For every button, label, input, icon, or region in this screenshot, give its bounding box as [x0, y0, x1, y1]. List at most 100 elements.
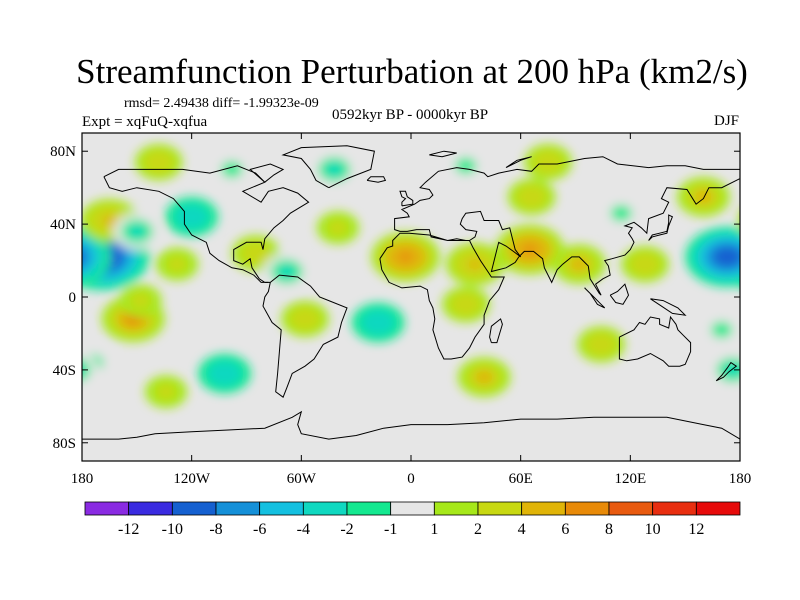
x-tick-label: 60W: [287, 471, 317, 487]
anomaly-contour: [593, 338, 610, 351]
anomaly-contour: [82, 252, 84, 261]
coastline-australia: [618, 315, 692, 367]
anomaly-center: [144, 375, 188, 409]
x-tick-label: 120W: [173, 471, 211, 487]
anomaly-contour: [738, 213, 740, 228]
anomaly-center: [577, 326, 625, 363]
stats-text: rmsd= 2.49438 diff= -1.99323e-09: [124, 96, 319, 111]
season-label: DJF: [714, 113, 739, 129]
colorbar-swatch: [346, 501, 392, 516]
anomaly-contour: [247, 247, 264, 260]
coastline-baffin: [249, 163, 285, 183]
anomaly-contour: [457, 298, 474, 311]
coastline-north-america: [103, 165, 310, 283]
coastline-indonesia: [584, 287, 606, 309]
anomaly-center: [495, 224, 565, 275]
anomaly-contour: [733, 244, 740, 270]
coastline-uk: [399, 190, 414, 207]
anomaly-contour: [82, 245, 91, 269]
x-tick-label: 0: [407, 471, 415, 487]
anomaly-contour: [753, 210, 782, 232]
colorbar-swatch: [695, 501, 741, 516]
anomaly-center: [262, 253, 311, 290]
colorbar-label: 8: [605, 521, 613, 538]
anomaly-contour: [62, 252, 76, 262]
colorbar-label: 2: [474, 521, 482, 538]
colorbar-swatch: [521, 501, 566, 516]
anomaly-center: [134, 144, 183, 181]
coastline-svalbard: [429, 150, 457, 158]
colorbar-swatch: [302, 501, 348, 516]
anomaly-contour: [455, 157, 477, 174]
anomaly-center: [316, 211, 360, 245]
x-tick-label: 60E: [509, 471, 533, 487]
coastline-borneo: [609, 283, 630, 305]
colorbar-label: -10: [162, 521, 183, 538]
anomaly-center: [62, 226, 740, 287]
anomaly-contour: [522, 244, 537, 255]
colorbar-swatch: [652, 501, 697, 516]
colorbar-label: -2: [340, 521, 353, 538]
colorbar-label: 12: [688, 521, 704, 538]
coastline-novaya-zemlya: [505, 156, 532, 169]
anomaly-contour: [297, 312, 313, 325]
colorbar-label: 6: [561, 521, 569, 538]
anomaly-contour: [327, 219, 349, 236]
anomaly-center: [599, 196, 643, 230]
colorbar: -12 -10 -8 -6 -4 -2 -1 1 2 4 6 8 10 12: [84, 501, 741, 538]
coastlines: [82, 145, 740, 440]
colorbar-label: -8: [209, 521, 222, 538]
colorbar-swatch: [433, 501, 479, 516]
anomaly-center: [524, 144, 572, 181]
anomaly-contour: [475, 370, 493, 384]
chart-title: Streamfunction Perturbation at 200 hPa (…: [76, 52, 748, 91]
x-tick-label: 180: [71, 471, 94, 487]
map-area: [62, 132, 790, 462]
x-tick-label: 120E: [614, 471, 646, 487]
colorbar-label: 4: [518, 521, 526, 538]
coastline-japan: [648, 214, 674, 241]
anomaly-center: [621, 246, 669, 283]
coastline-new-zealand: [715, 361, 738, 382]
anomaly-center: [507, 178, 556, 215]
anomaly-contour: [278, 265, 295, 278]
anomaly-center: [310, 151, 359, 188]
colorbar-swatch: [84, 501, 130, 516]
coastline-new-guinea: [650, 298, 687, 316]
anomaly-contour: [467, 258, 483, 270]
anomaly-center: [82, 313, 740, 347]
colorbar-label: 1: [430, 521, 438, 538]
anomaly-contour: [155, 383, 177, 400]
colorbar-swatch: [477, 501, 523, 516]
anomaly-contour: [747, 247, 774, 266]
colorbar-swatch: [128, 501, 173, 516]
colorbar-swatch: [215, 501, 261, 516]
anomaly-contour: [129, 292, 152, 309]
experiment-label: Expt = xqFuQ-xqfua: [82, 114, 207, 130]
coastline-antarctica: [82, 410, 740, 440]
coastline-greenland: [281, 145, 375, 189]
anomaly-center: [457, 357, 511, 397]
anomaly-contour: [740, 354, 761, 370]
anomaly-contour: [570, 257, 588, 271]
anomaly-contour: [760, 215, 775, 226]
colorbar-swatch: [608, 501, 654, 516]
anomaly-field: [62, 144, 790, 409]
anomaly-center: [445, 242, 504, 286]
anomaly-contour: [398, 251, 413, 262]
anomaly-center: [119, 284, 162, 318]
anomaly-center: [113, 213, 161, 250]
anomaly-contour: [166, 256, 188, 273]
colorbar-swatch: [390, 501, 435, 516]
anomaly-contour: [637, 258, 653, 271]
anomaly-contour: [746, 204, 790, 236]
colorbar-label: -1: [384, 521, 397, 538]
anomaly-contour: [369, 315, 387, 330]
anomaly-contour: [523, 190, 540, 203]
anomaly-contour: [150, 156, 167, 169]
anomaly-center: [155, 247, 199, 281]
coastline-madagascar: [489, 318, 503, 344]
anomaly-center: [552, 244, 606, 284]
anomaly-center: [442, 286, 490, 323]
